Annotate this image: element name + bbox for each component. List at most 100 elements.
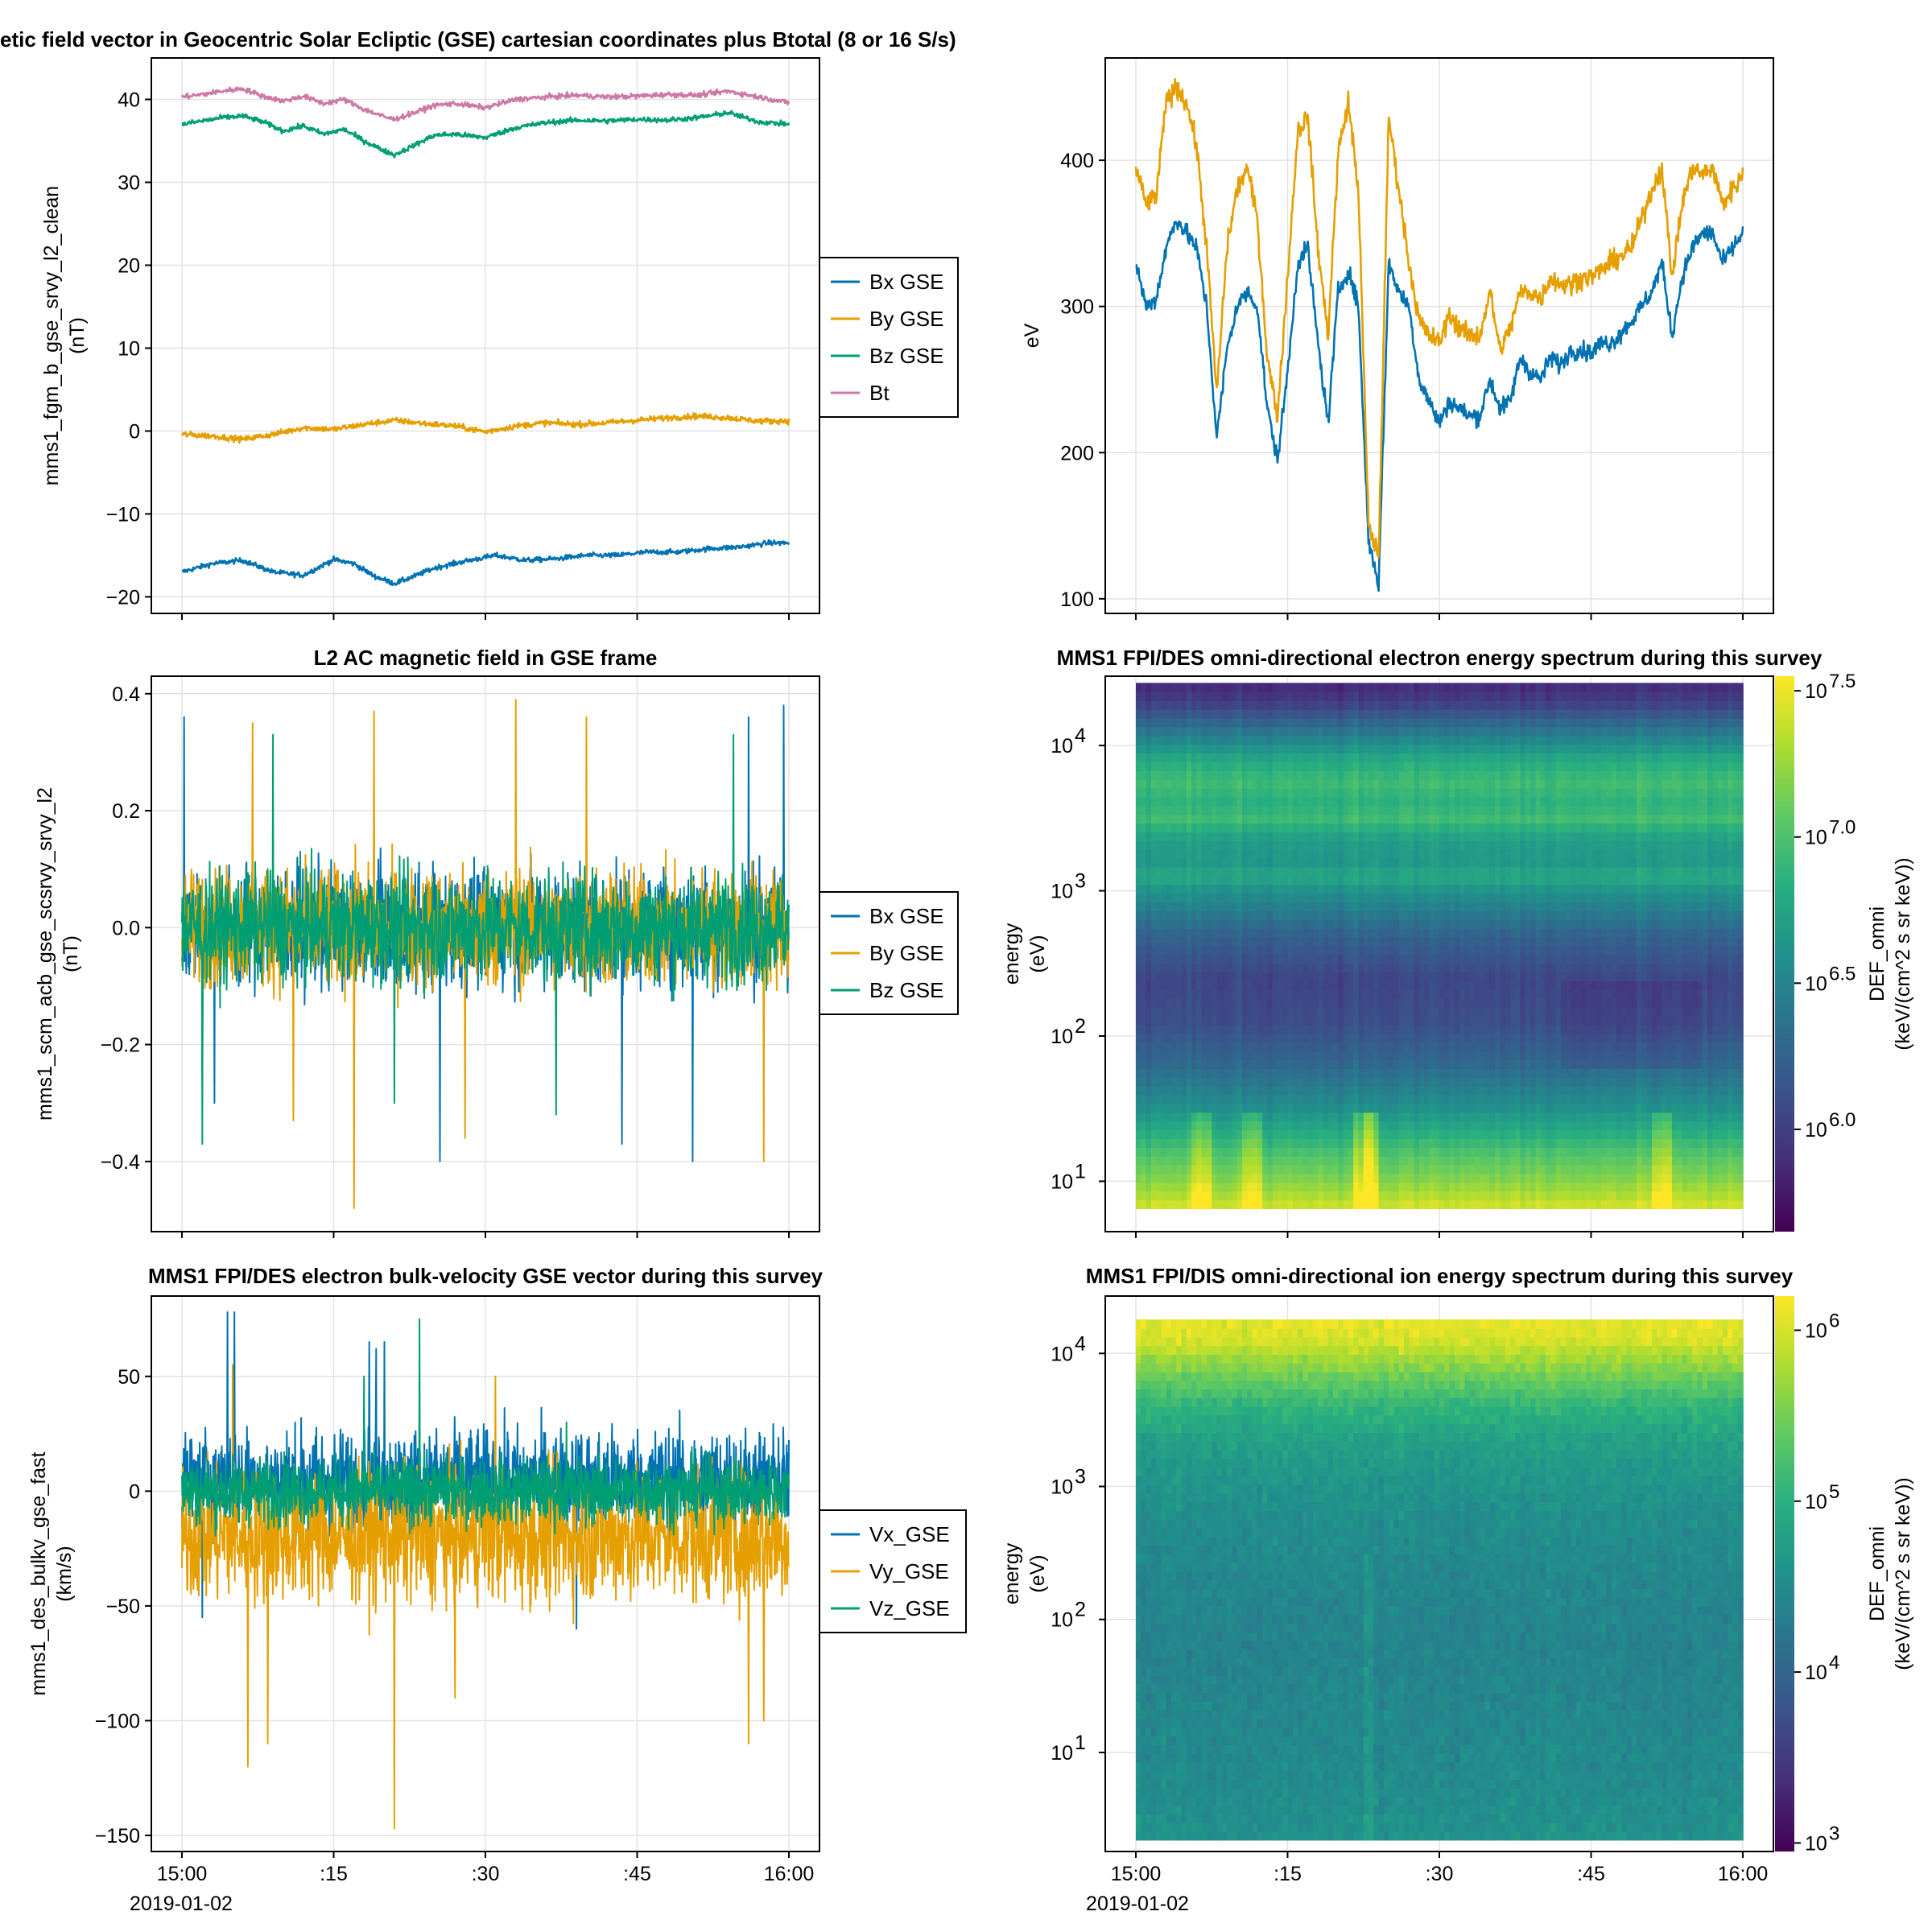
heatmap-cell	[1136, 753, 1142, 762]
heatmap-cell	[1262, 928, 1269, 938]
heatmap-cell	[1327, 1077, 1334, 1087]
heatmap-cell	[1252, 945, 1258, 956]
heatmap-cell	[1510, 700, 1517, 710]
heatmap-cell	[1186, 1129, 1192, 1139]
heatmap-cell	[1484, 910, 1491, 920]
heatmap-cell	[1505, 945, 1511, 956]
heatmap-cell	[1358, 857, 1364, 868]
heatmap-cell	[1520, 1085, 1526, 1096]
heatmap-cell	[1434, 936, 1440, 947]
heatmap-cell	[1171, 1138, 1178, 1148]
heatmap-cell	[1484, 945, 1491, 956]
heatmap-cell	[1282, 805, 1289, 815]
heatmap-cell	[1292, 928, 1298, 938]
heatmap-cell	[1414, 857, 1420, 868]
heatmap-cell	[1338, 762, 1344, 771]
heatmap-cell	[1505, 735, 1511, 745]
heatmap-cell	[1500, 875, 1506, 886]
heatmap-cell	[1353, 1112, 1360, 1122]
heatmap-cell	[1247, 1015, 1253, 1026]
heatmap-cell	[1348, 726, 1354, 737]
heatmap-cell	[1176, 1173, 1183, 1183]
heatmap-cell	[1520, 980, 1526, 990]
heatmap-cell	[1464, 1138, 1471, 1148]
heatmap-cell	[1298, 910, 1304, 920]
heatmap-cell	[1495, 1085, 1501, 1096]
heatmap-cell	[1505, 1147, 1511, 1157]
heatmap-cell	[1207, 1085, 1213, 1096]
heatmap-cell	[1520, 1059, 1526, 1069]
heatmap-cell	[1216, 1182, 1223, 1192]
heatmap-cell	[1221, 753, 1228, 762]
heatmap-cell	[1515, 1015, 1521, 1026]
heatmap-cell	[1454, 753, 1460, 762]
heatmap-cell	[1298, 1155, 1304, 1166]
heatmap-cell	[1469, 823, 1476, 833]
heatmap-cell	[1307, 683, 1314, 692]
heatmap-cell	[1181, 980, 1187, 990]
heatmap-cell	[1439, 980, 1446, 990]
heatmap-cell	[1424, 691, 1430, 701]
heatmap-cell	[1358, 796, 1364, 807]
heatmap-cell	[1398, 1015, 1405, 1026]
heatmap-cell	[1227, 708, 1233, 719]
heatmap-cell	[1429, 1059, 1435, 1069]
heatmap-cell	[1257, 805, 1263, 815]
heatmap-cell	[1444, 1103, 1451, 1113]
heatmap-cell	[1515, 893, 1521, 903]
heatmap-cell	[1368, 691, 1375, 701]
heatmap-cell	[1424, 1103, 1430, 1113]
heatmap-cell	[1312, 1182, 1319, 1192]
heatmap-cell	[1449, 1173, 1455, 1183]
heatmap-cell	[1414, 1191, 1420, 1201]
heatmap-cell	[1181, 1121, 1187, 1131]
heatmap-cell	[1469, 1094, 1476, 1104]
heatmap-cell	[1373, 884, 1380, 894]
heatmap-cell	[1257, 910, 1263, 920]
heatmap-cell	[1449, 902, 1455, 911]
heatmap-cell	[1414, 980, 1420, 990]
heatmap-cell	[1348, 910, 1354, 920]
heatmap-cell	[1262, 910, 1269, 920]
heatmap-cell	[1227, 726, 1233, 737]
heatmap-cell	[1383, 980, 1389, 990]
heatmap-cell	[1378, 902, 1385, 911]
heatmap-cell	[1207, 1182, 1213, 1192]
heatmap-cell	[1454, 744, 1460, 754]
heatmap-cell	[1449, 1051, 1455, 1060]
heatmap-cell	[1262, 857, 1269, 868]
heatmap-cell	[1302, 1042, 1309, 1052]
heatmap-cell	[1302, 814, 1309, 824]
heatmap-cell	[1444, 823, 1451, 833]
heatmap-cell	[1196, 1182, 1203, 1192]
heatmap-cell	[1307, 796, 1314, 807]
heatmap-cell	[1454, 884, 1460, 894]
heatmap-cell	[1216, 735, 1223, 745]
heatmap-cell	[1489, 823, 1496, 833]
heatmap-cell	[1221, 1129, 1228, 1139]
heatmap-cell	[1409, 1103, 1415, 1113]
heatmap-cell	[1515, 787, 1521, 798]
heatmap-cell	[1348, 708, 1354, 719]
heatmap-cell	[1232, 1085, 1238, 1096]
heatmap-cell	[1292, 832, 1298, 841]
heatmap-cell	[1236, 875, 1243, 886]
heatmap-cell	[1247, 989, 1253, 999]
heatmap-cell	[1525, 884, 1531, 894]
heatmap-cell	[1176, 1085, 1183, 1096]
heatmap-cell	[1434, 884, 1440, 894]
heatmap-cell	[1212, 1112, 1218, 1122]
heatmap-cell	[1267, 726, 1274, 737]
heatmap-cell	[1247, 700, 1253, 710]
heatmap-cell	[1150, 884, 1157, 894]
heatmap-cell	[1191, 683, 1198, 692]
heatmap-cell	[1232, 1024, 1238, 1034]
heatmap-cell	[1212, 1042, 1218, 1052]
heatmap-cell	[1252, 1085, 1258, 1096]
heatmap-cell	[1181, 744, 1187, 754]
heatmap-cell	[1389, 928, 1395, 938]
heatmap-cell	[1191, 1147, 1198, 1157]
heatmap-cell	[1500, 1085, 1506, 1096]
heatmap-cell	[1409, 910, 1415, 920]
heatmap-cell	[1287, 700, 1294, 710]
